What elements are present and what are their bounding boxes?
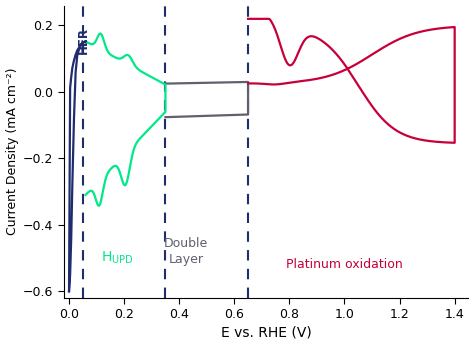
Text: H$_{\mathregular{UPD}}$: H$_{\mathregular{UPD}}$ bbox=[101, 250, 133, 266]
Text: Double
Layer: Double Layer bbox=[164, 237, 208, 266]
X-axis label: E vs. RHE (V): E vs. RHE (V) bbox=[220, 325, 311, 339]
Text: Platinum oxidation: Platinum oxidation bbox=[286, 258, 403, 271]
Y-axis label: Current Density (mA cm⁻²): Current Density (mA cm⁻²) bbox=[6, 68, 18, 235]
Text: HER: HER bbox=[77, 27, 90, 54]
